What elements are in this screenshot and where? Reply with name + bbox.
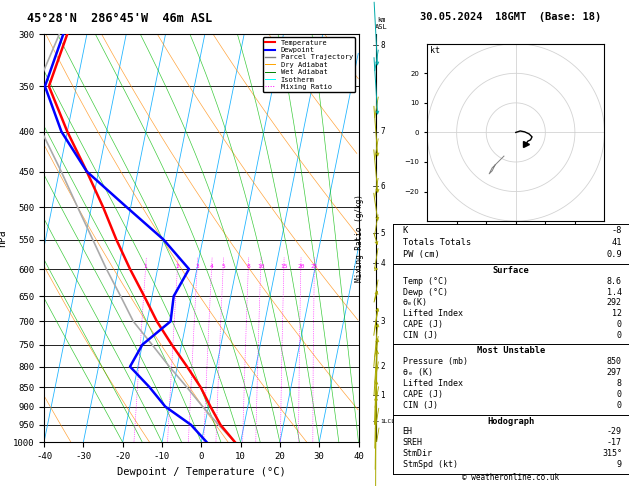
Text: 0.9: 0.9 xyxy=(606,250,622,259)
Text: 7: 7 xyxy=(380,127,385,136)
Text: CIN (J): CIN (J) xyxy=(403,401,438,410)
Text: Dewp (°C): Dewp (°C) xyxy=(403,288,448,296)
Text: Surface: Surface xyxy=(493,266,530,275)
Text: CIN (J): CIN (J) xyxy=(403,331,438,340)
X-axis label: Dewpoint / Temperature (°C): Dewpoint / Temperature (°C) xyxy=(117,467,286,477)
Text: 6: 6 xyxy=(380,182,385,191)
Text: 315°: 315° xyxy=(602,449,622,458)
Text: CAPE (J): CAPE (J) xyxy=(403,320,443,329)
Text: Totals Totals: Totals Totals xyxy=(403,238,471,247)
Text: 1: 1 xyxy=(380,391,385,399)
Text: 8: 8 xyxy=(617,379,622,388)
Text: km
ASL: km ASL xyxy=(375,17,387,30)
Text: 0: 0 xyxy=(617,390,622,399)
Text: 3: 3 xyxy=(195,264,199,269)
Text: 5: 5 xyxy=(221,264,225,269)
Text: -17: -17 xyxy=(607,438,622,447)
Text: Hodograph: Hodograph xyxy=(487,417,535,426)
Text: Most Unstable: Most Unstable xyxy=(477,346,545,355)
Text: 297: 297 xyxy=(607,368,622,377)
Text: 8.6: 8.6 xyxy=(607,277,622,286)
Text: 0: 0 xyxy=(617,320,622,329)
Text: θₑ(K): θₑ(K) xyxy=(403,298,428,307)
Text: 3: 3 xyxy=(380,317,385,326)
Text: 2: 2 xyxy=(380,362,385,371)
Text: 0: 0 xyxy=(617,331,622,340)
Text: © weatheronline.co.uk: © weatheronline.co.uk xyxy=(462,473,560,482)
Text: 1.4: 1.4 xyxy=(607,288,622,296)
Text: 30.05.2024  18GMT  (Base: 18): 30.05.2024 18GMT (Base: 18) xyxy=(420,12,602,22)
Text: 8: 8 xyxy=(247,264,250,269)
Text: Lifted Index: Lifted Index xyxy=(403,379,462,388)
Text: 0: 0 xyxy=(617,401,622,410)
Text: 292: 292 xyxy=(607,298,622,307)
Text: 15: 15 xyxy=(280,264,287,269)
Text: 12: 12 xyxy=(612,309,622,318)
Text: 41: 41 xyxy=(611,238,622,247)
Text: PW (cm): PW (cm) xyxy=(403,250,439,259)
Text: 1LCL: 1LCL xyxy=(380,419,395,424)
Text: SREH: SREH xyxy=(403,438,423,447)
Text: Lifted Index: Lifted Index xyxy=(403,309,462,318)
Text: EH: EH xyxy=(403,427,413,436)
Text: 4: 4 xyxy=(209,264,213,269)
Text: kt: kt xyxy=(430,46,440,54)
Text: 20: 20 xyxy=(297,264,304,269)
Text: Temp (°C): Temp (°C) xyxy=(403,277,448,286)
Text: -8: -8 xyxy=(611,226,622,235)
Text: -29: -29 xyxy=(607,427,622,436)
Text: 10: 10 xyxy=(257,264,264,269)
Text: 45°28'N  286°45'W  46m ASL: 45°28'N 286°45'W 46m ASL xyxy=(27,12,212,25)
Text: 25: 25 xyxy=(311,264,318,269)
Text: Mixing Ratio (g/kg): Mixing Ratio (g/kg) xyxy=(355,194,364,282)
Text: CAPE (J): CAPE (J) xyxy=(403,390,443,399)
Text: 5: 5 xyxy=(380,229,385,238)
Text: 1: 1 xyxy=(143,264,147,269)
Text: 2: 2 xyxy=(175,264,179,269)
Text: 8: 8 xyxy=(380,41,385,50)
Text: StmSpd (kt): StmSpd (kt) xyxy=(403,460,457,469)
Text: 4: 4 xyxy=(380,259,385,268)
Text: Pressure (mb): Pressure (mb) xyxy=(403,357,467,366)
Text: StmDir: StmDir xyxy=(403,449,433,458)
Text: θₑ (K): θₑ (K) xyxy=(403,368,433,377)
Text: K: K xyxy=(403,226,408,235)
Text: 9: 9 xyxy=(617,460,622,469)
Legend: Temperature, Dewpoint, Parcel Trajectory, Dry Adiabat, Wet Adiabat, Isotherm, Mi: Temperature, Dewpoint, Parcel Trajectory… xyxy=(263,37,355,92)
Text: 850: 850 xyxy=(607,357,622,366)
Y-axis label: hPa: hPa xyxy=(0,229,8,247)
